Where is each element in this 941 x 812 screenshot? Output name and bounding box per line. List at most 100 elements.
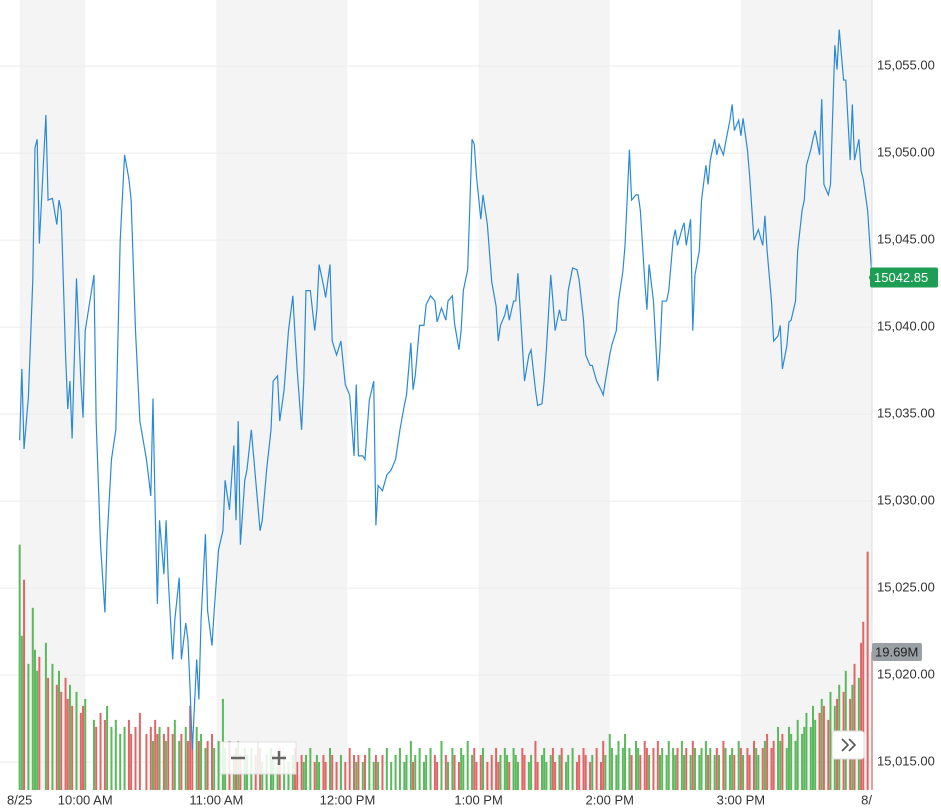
x-tick-label: 3:00 PM	[717, 792, 765, 807]
volume-bar	[545, 761, 548, 790]
volume-bar	[191, 733, 194, 790]
volume-bar	[36, 670, 39, 790]
volume-bar	[409, 740, 412, 790]
volume-bar	[490, 754, 493, 790]
volume-bar	[84, 698, 87, 790]
y-tick-label: 15,030.00	[877, 493, 935, 508]
volume-bar	[724, 747, 727, 790]
volume-bar	[731, 747, 734, 790]
volume-bar	[79, 712, 82, 790]
volume-bar	[324, 761, 327, 790]
volume-bar	[516, 761, 519, 790]
volume-bar	[866, 551, 869, 790]
volume-bar	[814, 719, 817, 790]
volume-bar	[171, 733, 174, 790]
zoom-controls[interactable]	[219, 741, 297, 775]
volume-bar	[344, 761, 347, 790]
volume-bar	[827, 719, 830, 790]
volume-bar	[497, 761, 500, 790]
volume-bar	[64, 677, 67, 790]
volume-bar	[197, 740, 200, 790]
x-tick-label: 2:00 PM	[586, 792, 634, 807]
scroll-right-button[interactable]	[831, 730, 865, 760]
volume-bar	[739, 747, 742, 790]
volume-bar	[589, 761, 592, 790]
volume-bar	[567, 754, 570, 790]
x-tick-label: 11:00 AM	[189, 792, 243, 807]
volume-bar	[460, 747, 463, 790]
volume-bar	[436, 761, 439, 790]
volume-bar	[149, 726, 152, 790]
volume-bar	[368, 747, 371, 790]
volume-bar	[302, 761, 305, 790]
volume-bar	[162, 733, 165, 790]
volume-bar	[315, 754, 318, 790]
volume-bar	[667, 740, 670, 790]
volume-bar	[685, 747, 688, 790]
volume-bar	[309, 747, 312, 790]
volume-bar	[186, 740, 189, 790]
volume-bar	[610, 747, 613, 790]
volume-bar	[790, 733, 793, 790]
volume-bar	[853, 663, 856, 790]
volume-bar	[661, 747, 664, 790]
y-tick-label: 15,045.00	[877, 232, 935, 247]
volume-bar	[92, 719, 95, 790]
volume-bar	[772, 740, 775, 790]
volume-bar	[713, 754, 716, 790]
volume-bar	[728, 754, 731, 790]
volume-bar	[473, 747, 476, 790]
volume-bar	[630, 754, 633, 790]
axis-labels: 15,015.00 15,020.00 15,025.00 15,030.00 15,0…	[7, 58, 935, 808]
volume-bar	[75, 691, 78, 790]
volume-bar	[785, 747, 788, 790]
volume-bar	[429, 747, 432, 790]
volume-bar	[578, 754, 581, 790]
volume-bar	[178, 740, 181, 790]
volume-bar	[527, 761, 530, 790]
x-tick-label: 8/	[861, 792, 872, 807]
y-tick-label: 15,055.00	[877, 58, 935, 73]
volume-bar	[818, 712, 821, 790]
volume-badge-label: 19.69M	[875, 644, 918, 659]
volume-bar	[643, 740, 646, 790]
volume-bar	[777, 726, 780, 790]
volume-bar	[752, 740, 755, 790]
volume-bar	[425, 754, 428, 790]
volume-bar	[737, 740, 740, 790]
volume-bar	[390, 761, 393, 790]
volume-bar	[348, 747, 351, 790]
volume-bar	[707, 754, 710, 790]
x-tick-label: 1:00 PM	[454, 792, 502, 807]
volume-bar	[38, 656, 41, 790]
volume-bar	[27, 663, 30, 790]
volume-bar	[156, 733, 159, 790]
chevron	[848, 738, 857, 752]
volume-bar	[154, 719, 157, 790]
volume-bar	[645, 747, 648, 790]
volume-bar	[398, 747, 401, 790]
volume-bar	[339, 754, 342, 790]
volume-bar	[700, 747, 703, 790]
volume-bar	[287, 761, 290, 790]
volume-bar	[770, 747, 773, 790]
volume-bar	[433, 754, 436, 790]
volume-bar	[595, 747, 598, 790]
volume-bar	[276, 761, 279, 790]
volume-bar	[540, 754, 543, 790]
y-tick-label: 15,040.00	[877, 319, 935, 334]
volume-bar	[748, 754, 751, 790]
volume-bar	[184, 726, 187, 790]
volume-bar	[604, 754, 607, 790]
volume-bar	[683, 754, 686, 790]
volume-bar	[763, 740, 766, 790]
volume-bar	[418, 747, 421, 790]
volume-bar	[165, 740, 168, 790]
y-tick-label: 15,035.00	[877, 406, 935, 421]
volume-bar	[103, 719, 106, 790]
volume-bar	[322, 754, 325, 790]
volume-bar	[779, 740, 782, 790]
volume-bar	[385, 747, 388, 790]
volume-bar	[145, 733, 148, 790]
